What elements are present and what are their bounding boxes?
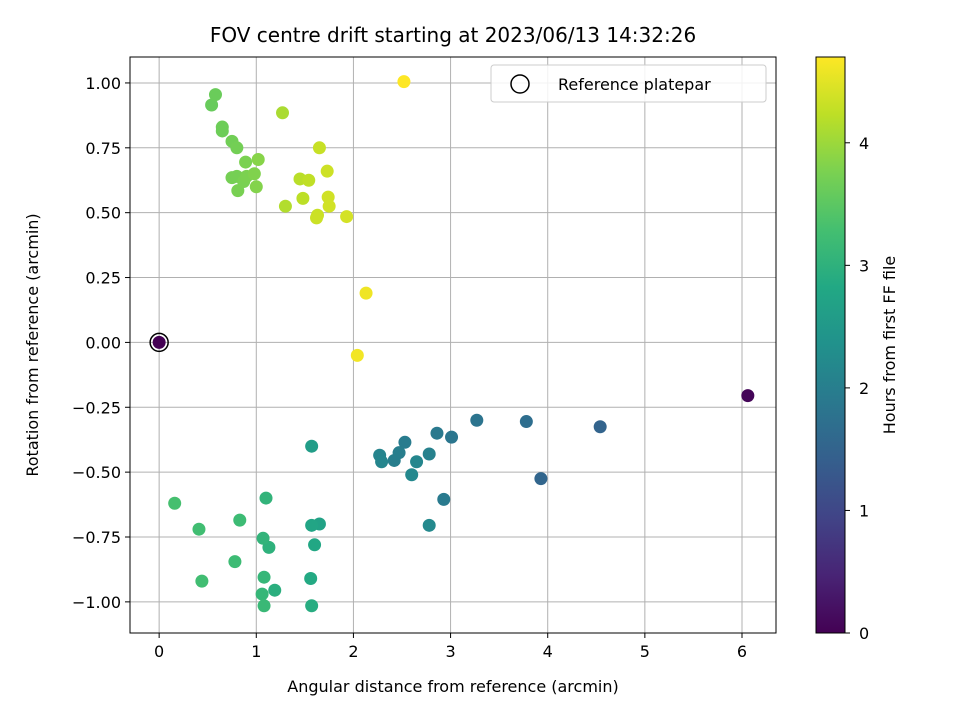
data-point — [534, 472, 548, 486]
data-point — [257, 570, 271, 584]
data-point — [233, 513, 247, 527]
data-point — [296, 191, 310, 205]
data-point — [304, 572, 318, 586]
colorbar-tick-label: 1 — [859, 501, 869, 520]
chart-title: FOV centre drift starting at 2023/06/13 … — [210, 23, 696, 47]
data-point — [437, 492, 451, 506]
data-point — [195, 574, 209, 588]
x-tick-label: 1 — [251, 642, 261, 661]
x-tick-label: 0 — [154, 642, 164, 661]
data-point — [410, 455, 424, 469]
y-tick-layer: 1.00 0.75 0.50 0.25 0.00 −0.25 −0.50 −0.75 −1.00 — [72, 74, 130, 612]
x-tick-label: 4 — [543, 642, 553, 661]
data-point — [359, 286, 373, 300]
y-tick-label: 1.00 — [85, 74, 121, 93]
x-axis-label: Angular distance from reference (arcmin) — [287, 677, 618, 696]
data-point — [387, 453, 401, 467]
data-point — [228, 555, 242, 569]
data-point — [276, 106, 290, 120]
colorbar-tick-label: 2 — [859, 379, 869, 398]
data-point — [741, 389, 755, 403]
data-point — [320, 164, 334, 178]
legend-label: Reference platepar — [558, 75, 711, 94]
y-tick-label: 0.25 — [85, 269, 121, 288]
data-point — [322, 199, 336, 213]
data-point — [268, 583, 282, 597]
data-point — [398, 435, 412, 449]
legend-marker — [510, 74, 530, 94]
data-point — [350, 348, 364, 362]
data-point — [445, 430, 459, 444]
y-tick-label: 0.50 — [85, 204, 121, 223]
data-point — [470, 413, 484, 427]
data-point — [239, 155, 253, 169]
colorbar-tick-layer: 0 1 2 3 4 — [845, 134, 869, 643]
data-point — [375, 455, 389, 469]
x-tick-layer: 0 1 2 3 4 5 6 — [154, 633, 747, 661]
data-point — [422, 518, 436, 532]
colorbar-tick-label: 4 — [859, 134, 869, 153]
colorbar-tick-label: 0 — [859, 624, 869, 643]
data-point — [278, 199, 292, 213]
legend: Reference platepar — [490, 64, 767, 103]
x-tick-label: 6 — [737, 642, 747, 661]
y-tick-label: −0.75 — [72, 528, 121, 547]
data-point — [255, 587, 269, 601]
data-point — [305, 599, 319, 613]
data-point — [259, 491, 273, 505]
data-point — [205, 98, 219, 112]
reference-layer — [149, 332, 169, 353]
data-point — [192, 522, 206, 536]
data-point — [168, 496, 182, 510]
data-point — [310, 211, 324, 225]
data-point — [305, 439, 319, 453]
y-tick-label: −0.25 — [72, 398, 121, 417]
colorbar-tick-label: 3 — [859, 256, 869, 275]
data-point — [257, 599, 271, 613]
data-point — [422, 447, 436, 461]
data-point — [312, 141, 326, 155]
data-point — [230, 141, 244, 155]
plot-frame — [129, 56, 777, 634]
data-point — [430, 426, 444, 440]
x-tick-label: 3 — [445, 642, 455, 661]
data-point — [405, 468, 419, 482]
y-tick-label: 0.00 — [85, 333, 121, 352]
data-point — [152, 335, 166, 349]
y-tick-label: −0.50 — [72, 463, 121, 482]
reference-platepar-marker — [149, 332, 169, 353]
colorbar-label: Hours from first FF file — [880, 256, 899, 435]
legend-box — [490, 64, 767, 103]
points-layer — [152, 75, 755, 613]
grid-layer — [130, 57, 776, 633]
data-point — [305, 518, 319, 532]
data-point — [215, 124, 229, 138]
x-tick-label: 5 — [640, 642, 650, 661]
y-axis-label: Rotation from reference (arcmin) — [23, 213, 42, 476]
colorbar — [815, 56, 846, 634]
data-point — [247, 167, 261, 181]
data-point — [256, 531, 270, 545]
data-point — [397, 75, 411, 89]
data-point — [251, 152, 265, 166]
data-point — [308, 538, 322, 552]
data-point — [340, 210, 354, 224]
data-point — [302, 173, 316, 187]
data-point — [593, 420, 607, 434]
data-point — [249, 180, 263, 194]
x-tick-label: 2 — [348, 642, 358, 661]
data-point — [519, 415, 533, 429]
data-point — [208, 88, 222, 102]
y-tick-label: −1.00 — [72, 593, 121, 612]
y-tick-label: 0.75 — [85, 139, 121, 158]
